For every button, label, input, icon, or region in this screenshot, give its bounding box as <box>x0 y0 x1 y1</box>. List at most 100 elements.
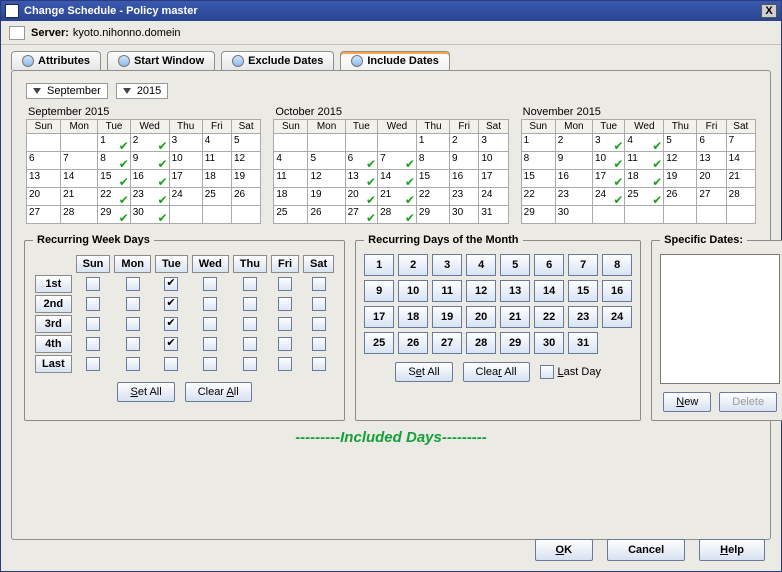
weekday-checkbox[interactable] <box>243 317 257 331</box>
weekday-checkbox[interactable] <box>126 337 140 351</box>
calendar-cell[interactable]: 6 <box>27 152 61 170</box>
day-of-month-cell[interactable]: 6 <box>534 254 564 276</box>
day-of-month-cell[interactable]: 25 <box>364 332 394 354</box>
calendar-cell[interactable]: 27 <box>697 188 726 206</box>
day-of-month-cell[interactable]: 7 <box>568 254 598 276</box>
calendar-cell[interactable]: 30✔ <box>130 206 169 224</box>
calendar-cell[interactable]: 15 <box>416 170 449 188</box>
weekday-checkbox[interactable] <box>203 317 217 331</box>
calendar-cell[interactable] <box>27 134 61 152</box>
calendar-cell[interactable]: 15 <box>521 170 555 188</box>
calendar-cell[interactable]: 29✔ <box>98 206 130 224</box>
calendar-cell[interactable]: 3 <box>169 134 202 152</box>
calendar-cell[interactable]: 9 <box>555 152 592 170</box>
calendar-cell[interactable]: 11 <box>202 152 231 170</box>
calendar-cell[interactable]: 1✔ <box>98 134 130 152</box>
calendar-cell[interactable]: 12 <box>308 170 345 188</box>
calendar-cell[interactable]: 27 <box>27 206 61 224</box>
calendar-cell[interactable]: 9 <box>450 152 479 170</box>
calendar-cell[interactable]: 11 <box>274 170 308 188</box>
weekday-checkbox[interactable] <box>243 277 257 291</box>
specific-dates-list[interactable] <box>660 254 780 384</box>
tab-include-dates[interactable]: Include Dates <box>340 51 450 70</box>
day-of-month-cell[interactable]: 5 <box>500 254 530 276</box>
day-of-month-cell[interactable]: 21 <box>500 306 530 328</box>
calendar-cell[interactable]: 12 <box>664 152 697 170</box>
weekday-checkbox[interactable] <box>278 297 292 311</box>
calendar-cell[interactable]: 25 <box>274 206 308 224</box>
tab-exclude-dates[interactable]: Exclude Dates <box>221 51 334 70</box>
calendar-cell[interactable]: 2✔ <box>130 134 169 152</box>
weekday-checkbox[interactable] <box>312 277 326 291</box>
day-of-month-cell[interactable]: 17 <box>364 306 394 328</box>
calendar-cell[interactable] <box>697 206 726 224</box>
calendar-cell[interactable]: 2 <box>555 134 592 152</box>
day-of-month-cell[interactable]: 4 <box>466 254 496 276</box>
day-of-month-cell[interactable]: 16 <box>602 280 632 302</box>
sd-delete-button[interactable]: Delete <box>719 392 777 412</box>
weekday-checkbox[interactable] <box>278 337 292 351</box>
calendar-cell[interactable]: 19 <box>664 170 697 188</box>
weekday-checkbox[interactable] <box>203 337 217 351</box>
day-of-month-cell[interactable]: 24 <box>602 306 632 328</box>
day-of-month-cell[interactable]: 9 <box>364 280 394 302</box>
calendar-cell[interactable]: 7 <box>726 134 755 152</box>
calendar-cell[interactable]: 29 <box>416 206 449 224</box>
calendar-cell[interactable]: 21 <box>61 188 98 206</box>
calendar-cell[interactable]: 19 <box>231 170 260 188</box>
calendar-cell[interactable] <box>308 134 345 152</box>
calendar-cell[interactable]: 28 <box>61 206 98 224</box>
last-day-option[interactable]: Last Day <box>540 365 601 379</box>
calendar-cell[interactable]: 13 <box>697 152 726 170</box>
calendar-cell[interactable]: 18 <box>202 170 231 188</box>
day-of-month-cell[interactable]: 31 <box>568 332 598 354</box>
weekday-checkbox[interactable] <box>126 357 140 371</box>
day-of-month-cell[interactable]: 8 <box>602 254 632 276</box>
tab-start-window[interactable]: Start Window <box>107 51 215 70</box>
rwd-set-all-button[interactable]: Set All <box>117 382 174 402</box>
day-of-month-cell[interactable]: 3 <box>432 254 462 276</box>
calendar-cell[interactable]: 17✔ <box>592 170 624 188</box>
close-button[interactable]: X <box>761 4 777 18</box>
calendar-cell[interactable]: 24 <box>169 188 202 206</box>
calendar-cell[interactable]: 14 <box>61 170 98 188</box>
calendar-cell[interactable]: 16 <box>555 170 592 188</box>
calendar-cell[interactable]: 7✔ <box>378 152 417 170</box>
calendar-cell[interactable]: 30 <box>555 206 592 224</box>
calendar-cell[interactable]: 26 <box>308 206 345 224</box>
calendar-cell[interactable]: 14 <box>726 152 755 170</box>
day-of-month-cell[interactable]: 26 <box>398 332 428 354</box>
calendar-cell[interactable] <box>169 206 202 224</box>
day-of-month-cell[interactable]: 22 <box>534 306 564 328</box>
calendar-cell[interactable]: 3 <box>479 134 508 152</box>
weekday-checkbox[interactable] <box>86 357 100 371</box>
calendar-cell[interactable]: 2 <box>450 134 479 152</box>
day-of-month-cell[interactable]: 30 <box>534 332 564 354</box>
weekday-checkbox[interactable] <box>164 297 178 311</box>
sd-new-button[interactable]: New <box>663 392 711 412</box>
weekday-checkbox[interactable] <box>164 337 178 351</box>
calendar-cell[interactable]: 5 <box>664 134 697 152</box>
calendar-cell[interactable]: 9✔ <box>130 152 169 170</box>
calendar-cell[interactable] <box>231 206 260 224</box>
calendar-cell[interactable]: 4 <box>202 134 231 152</box>
day-of-month-cell[interactable]: 23 <box>568 306 598 328</box>
weekday-checkbox[interactable] <box>86 337 100 351</box>
weekday-checkbox[interactable] <box>86 277 100 291</box>
calendar-cell[interactable]: 23 <box>555 188 592 206</box>
calendar-cell[interactable]: 22 <box>521 188 555 206</box>
last-day-checkbox[interactable] <box>540 365 554 379</box>
calendar-cell[interactable]: 16✔ <box>130 170 169 188</box>
calendar-cell[interactable]: 19 <box>308 188 345 206</box>
calendar-cell[interactable]: 29 <box>521 206 555 224</box>
rdom-clear-all-button[interactable]: Clear All <box>463 362 530 382</box>
calendar-cell[interactable]: 16 <box>450 170 479 188</box>
calendar-cell[interactable]: 14✔ <box>378 170 417 188</box>
day-of-month-cell[interactable]: 1 <box>364 254 394 276</box>
calendar-cell[interactable]: 13 <box>27 170 61 188</box>
weekday-checkbox[interactable] <box>203 357 217 371</box>
calendar-cell[interactable] <box>274 134 308 152</box>
calendar-cell[interactable]: 10 <box>169 152 202 170</box>
calendar-cell[interactable]: 22 <box>416 188 449 206</box>
calendar-cell[interactable] <box>625 206 664 224</box>
